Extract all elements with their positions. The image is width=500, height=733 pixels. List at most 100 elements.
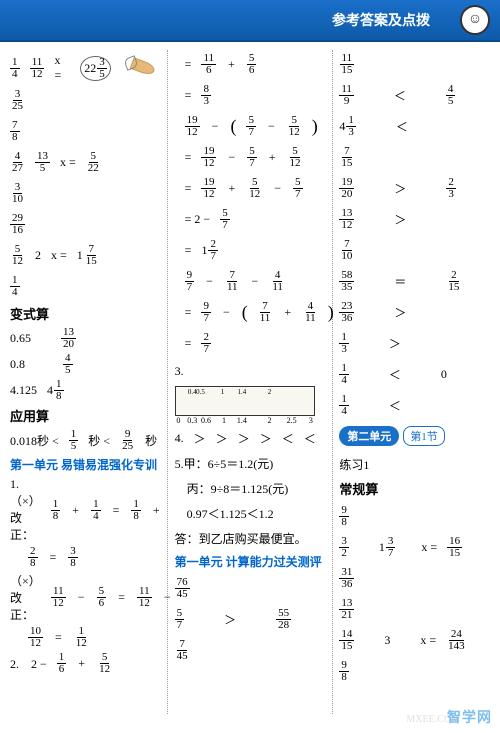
c1-row5: 310 [10,179,161,207]
answer-page: 14 1112 x = 2235 325 78 427 135 x = 522 … [0,42,500,722]
text: 秒 < [88,432,110,449]
c3-r8: 2336＞ [339,298,490,326]
fraction: 310 [10,182,25,205]
equals: x = [55,53,71,83]
fraction: 18 [51,499,61,522]
fraction: 15 [69,429,79,452]
fraction: 56 [97,586,107,609]
heading-changgui: 常规算 [339,479,490,498]
heading-unit1-b: 第一单元 计算能力过关测评 [175,553,326,570]
operator: = [55,630,62,645]
c3-r6: 710 [339,236,490,264]
c2-r3: 1912−(57−512) [175,112,326,140]
c1-row14b: 1012 = 112 [10,626,161,649]
c1-row14: （×）改正： 1112 − 56 = 1112 − [10,572,161,623]
c2-t4: 1115 [339,50,490,78]
operator: − [78,590,85,605]
c2-t1: 7645 [175,574,326,602]
operator: = [118,590,125,605]
fraction: 1320 [61,327,76,350]
c1-row9: 0.65 1320 [10,327,161,350]
fraction: 45 [63,353,73,376]
fraction: 78 [10,120,20,143]
operator: = [50,550,57,565]
c3-lx: 练习1 [339,453,490,475]
c3-r4: 1920＞23 [339,174,490,202]
fraction: 18 [131,499,141,522]
c1-row15: 2. 2 − 16 + 512 [10,652,161,675]
text: （×）改正： [10,572,41,623]
c2-r6: = 2 −57 [175,205,326,233]
c1-row1: 14 1112 x = 2235 [10,53,161,83]
c3-r3: 715 [339,143,490,171]
fraction: 14 [10,275,20,298]
c3-r2: 413＜ [339,112,490,140]
text: 秒 [145,432,157,449]
text: 1.（×）改正： [10,477,41,543]
fraction: 512 [10,244,25,267]
value: 4.125 [10,383,37,398]
c2-q5c: 0.97＜1.125＜1.2 [175,502,326,524]
c2-t3: 745 [175,636,326,664]
c2-r9: =97−(711+411) [175,298,326,326]
c2-t2: 57＞5528 [175,605,326,633]
c3-t3: 3136 [339,564,490,592]
circled-answer: 2235 [80,56,111,81]
value: 0.8 [10,357,25,372]
fraction: 135 [35,151,50,174]
fraction: 522 [86,151,101,174]
heading-yingyong: 应用算 [10,406,161,425]
c2-r10: =27 [175,329,326,357]
fraction: 1012 [28,626,43,649]
value: 0.65 [10,331,31,346]
operator: = [113,503,120,518]
value: 2 [35,248,41,263]
operator: − [164,590,171,605]
c3-t2: 32137x =1615 [339,533,490,561]
number-line-ruler: 0.4 0.5 1 1.4 2 0 0.3 0.6 1 1.4 2 2.5 3 [175,386,315,416]
fraction: 427 [10,151,25,174]
c3-r11: 14＜ [339,391,490,419]
c1-row13: 1.（×）改正： 18 + 14 = 18 + [10,477,161,543]
equals: x = [60,155,76,170]
fraction: 28 [28,546,38,569]
section-pill: 第1节 [403,426,445,446]
c2-r2: =83 [175,81,326,109]
header-title: 参考答案及点拨 [332,10,430,30]
c2-q5d: 答：到乙店购买最便宜。 [175,527,326,549]
c3-t4: 1321 [339,595,490,623]
c1-row13b: 28 = 38 [10,546,161,569]
mixed-number: 418 [47,379,64,402]
page-header: 参考答案及点拨 ☺ [0,0,500,42]
fraction: 38 [68,546,78,569]
operator: + [72,503,79,518]
fraction: 14 [10,57,20,80]
c3-t5: 14153x =24143 [339,626,490,654]
c3-t1: 98 [339,502,490,530]
c2-r8: 97−711−411 [175,267,326,295]
heading-bianshi: 变式算 [10,304,161,323]
c2-r4: =1912−57+512 [175,143,326,171]
unit2-badge: 第二单元 第1节 [339,426,445,446]
c1-row7: 512 2 x = 1715 [10,241,161,269]
c2-q5a: 5.甲：6÷5＝1.2(元) [175,452,326,474]
c3-t6: 98 [339,657,490,685]
c2-q5b: 丙：9÷8＝1.125(元) [175,477,326,499]
watermark-brand: 智学网 [447,707,492,727]
fraction: 512 [97,652,112,675]
c1-row4: 427 135 x = 522 [10,148,161,176]
c1-row10: 0.8 45 [10,353,161,376]
text: 2. 2 − [10,655,47,672]
c1-row12: 0.018秒 < 15 秒 < 925 秒 [10,429,161,452]
operator: + [78,656,85,671]
c3-r5: 1312＞ [339,205,490,233]
c3-r10: 14＜0 [339,360,490,388]
fraction: 112 [74,626,89,649]
fraction: 2916 [10,213,25,236]
mascot-icon: ☺ [460,5,490,35]
fraction: 16 [57,652,67,675]
c1-row6: 2916 [10,210,161,238]
heading-unit1-a: 第一单元 易错易混强化专训 [10,456,161,473]
fraction: 14 [91,499,101,522]
c3-r9: 13＞ [339,329,490,357]
